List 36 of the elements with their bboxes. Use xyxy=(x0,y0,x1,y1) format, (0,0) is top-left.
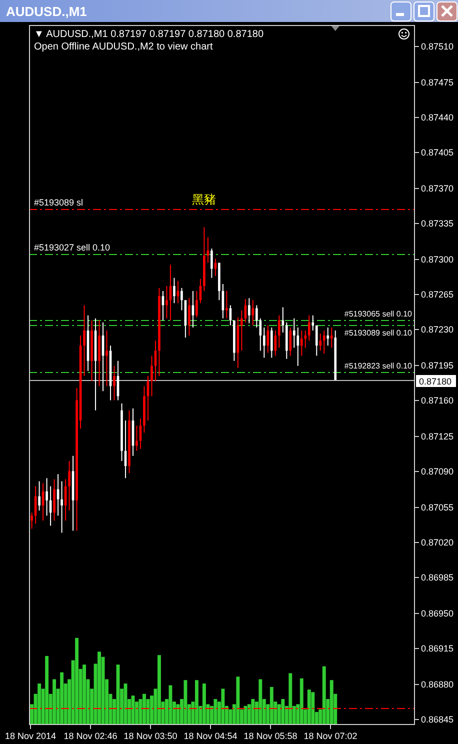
ytick-label: 0.87335 xyxy=(421,218,454,229)
annotation: Open Offline AUDUSD.,M2 to view chart xyxy=(34,42,213,52)
ref-line-label: 0.87180 xyxy=(419,376,452,386)
ytick-label: 0.86845 xyxy=(421,714,454,725)
ytick-label: 0.87405 xyxy=(421,148,454,158)
ref-line-label: #5193027 sell 0.10 xyxy=(34,242,110,252)
ytick-label: 0.87020 xyxy=(421,538,454,548)
xtick-label: 18 Nov 05:58 xyxy=(244,731,298,741)
annotation: 黑豬 xyxy=(192,192,216,206)
xtick-label: 18 Nov 02:46 xyxy=(64,731,118,741)
xtick-label: 18 Nov 03:50 xyxy=(124,731,178,741)
xtick-label: 18 Nov 07:02 xyxy=(304,731,358,741)
ytick-label: 0.87230 xyxy=(421,324,454,335)
ytick-label: 0.87475 xyxy=(421,78,454,88)
ytick-label: 0.86880 xyxy=(421,680,454,690)
ytick-label: 0.87160 xyxy=(421,396,454,406)
ref-line-label: #5192823 sell 0.10 xyxy=(344,362,412,370)
ytick-label: 0.86985 xyxy=(421,572,454,583)
ytick-label: 0.86915 xyxy=(421,644,454,654)
ref-line-label: #5193089 sl xyxy=(34,198,84,208)
ytick-label: 0.86950 xyxy=(421,608,454,619)
xtick-label: 18 Nov 2014 xyxy=(4,731,56,741)
subtitle: ▼ AUDUSD.,M1 0.87197 0.87197 0.87180 0.87180 xyxy=(34,29,264,40)
title: AUDUSD.,M1 xyxy=(6,4,87,19)
ytick-label: 0.87090 xyxy=(421,466,454,477)
ytick-label: 0.87440 xyxy=(421,112,454,123)
xtick-label: 18 Nov 04:54 xyxy=(184,731,238,741)
ytick-label: 0.87510 xyxy=(421,42,454,52)
ytick-label: 0.87300 xyxy=(421,254,454,265)
ref-line-label: #5193065 sell 0.10 xyxy=(344,310,412,318)
ytick-label: 0.87055 xyxy=(421,502,454,513)
ytick-label: 0.87370 xyxy=(421,184,454,194)
ytick-label: 0.87265 xyxy=(421,290,454,300)
ref-line-label: #5193089 sell 0.10 xyxy=(344,328,412,338)
ytick-label: 0.87125 xyxy=(421,432,454,442)
ytick-label: 0.87195 xyxy=(421,360,454,371)
